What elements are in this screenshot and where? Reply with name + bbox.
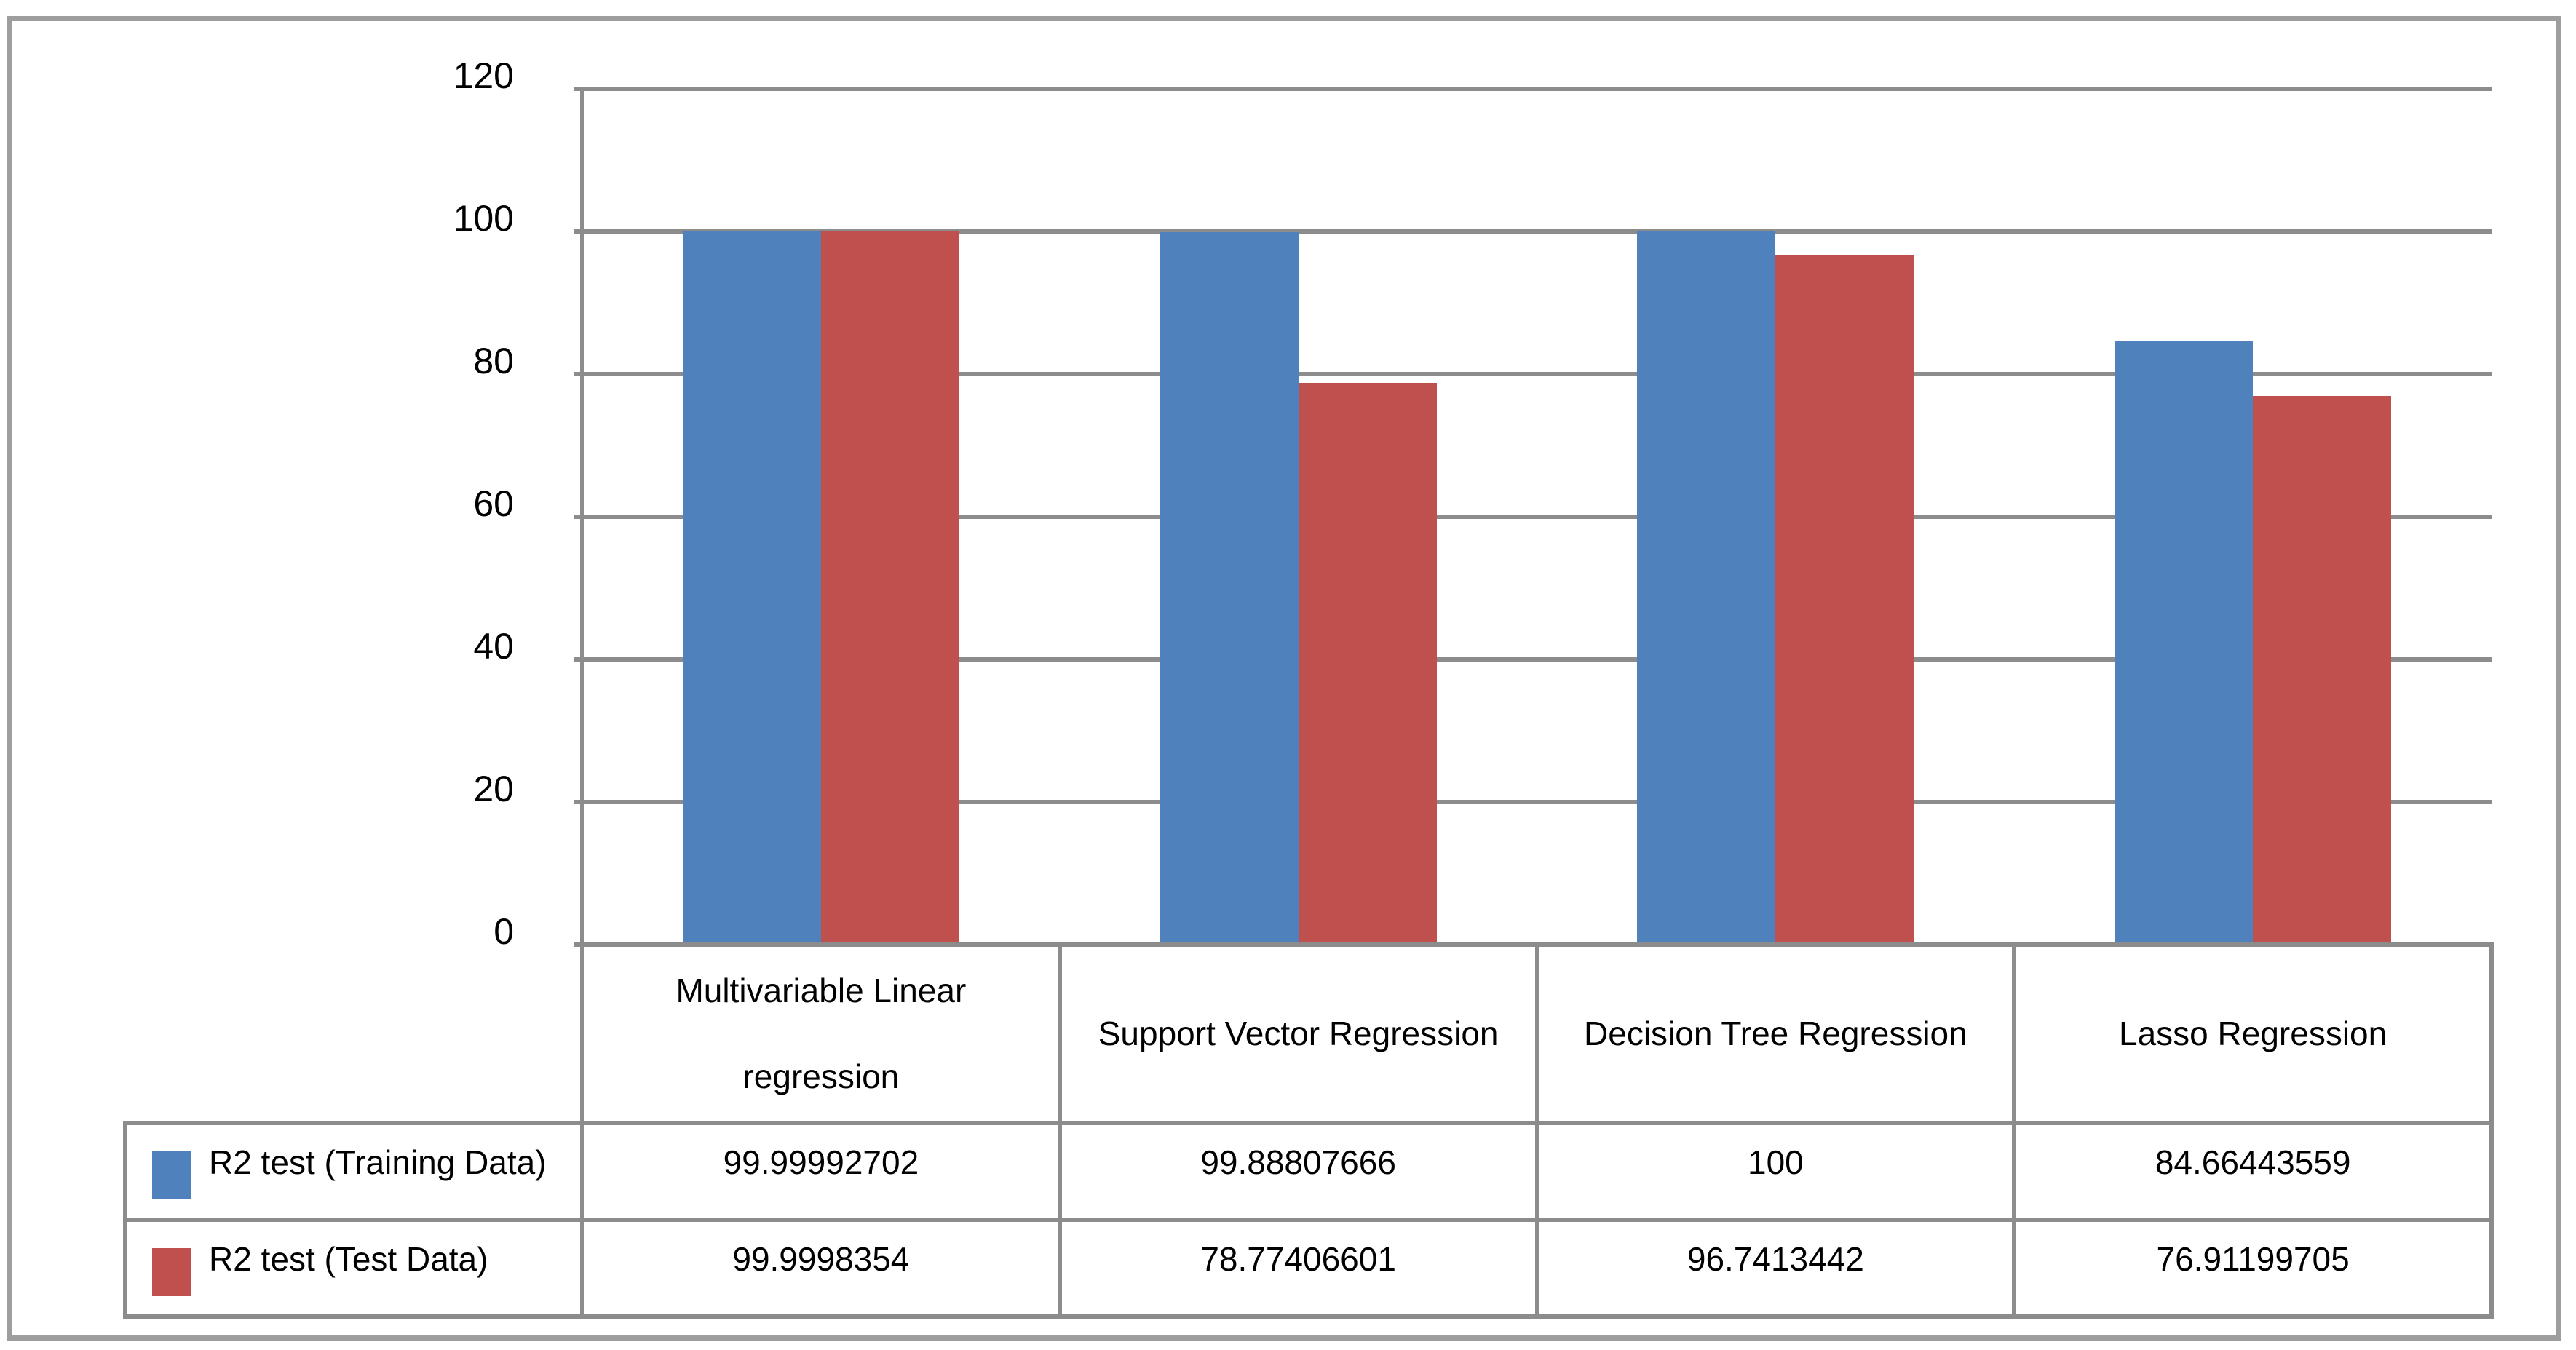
value-cell-series2-cat2: 78.77406601 bbox=[1061, 1222, 1535, 1314]
legend-row-series1: R2 test (Training Data) bbox=[127, 1125, 580, 1218]
data-table: Multivariable Linear regression Support V… bbox=[580, 942, 2494, 1319]
y-axis-tick-label: 40 bbox=[473, 626, 514, 667]
bars-layer bbox=[582, 89, 2492, 945]
bar-series1-cat2 bbox=[1160, 232, 1299, 945]
y-axis-tick-label: 120 bbox=[453, 55, 514, 96]
category-label: Multivariable Linear regression bbox=[584, 947, 1058, 1121]
value-cell-series1-cat2: 99.88807666 bbox=[1061, 1125, 1535, 1218]
gridline-y-60 bbox=[574, 515, 2492, 519]
legend-label: R2 test (Training Data) bbox=[209, 1143, 547, 1181]
bar-group-4 bbox=[2014, 89, 2492, 945]
bar-series1-cat1 bbox=[682, 231, 821, 945]
category-label: Support Vector Regression bbox=[1061, 947, 1535, 1121]
y-axis-tick-label: 80 bbox=[473, 341, 514, 381]
plot-area bbox=[574, 87, 2492, 947]
category-label: Lasso Regression bbox=[2016, 947, 2489, 1121]
legend-label: R2 test (Test Data) bbox=[209, 1240, 488, 1278]
bar-series2-cat4 bbox=[2253, 396, 2392, 945]
legend-table: R2 test (Training Data) R2 test (Test Dat… bbox=[123, 1121, 584, 1319]
bar-series1-cat3 bbox=[1637, 231, 1776, 945]
gridline-y-40 bbox=[574, 657, 2492, 662]
value-cell-series2-cat4: 76.91199705 bbox=[2016, 1222, 2489, 1314]
gridline-y-80 bbox=[574, 372, 2492, 376]
figure-outer-border bbox=[7, 16, 2561, 1341]
y-axis-tick-label: 0 bbox=[494, 911, 514, 952]
value-cell-series2-cat3: 96.7413442 bbox=[1539, 1222, 2013, 1314]
legend-row-series2: R2 test (Test Data) bbox=[127, 1222, 580, 1314]
bar-series2-cat1 bbox=[820, 231, 959, 945]
value-cell-series1-cat4: 84.66443559 bbox=[2016, 1125, 2489, 1218]
value-cell-series2-cat1: 99.9998354 bbox=[584, 1222, 1058, 1314]
y-axis-tick-label: 100 bbox=[453, 198, 514, 239]
gridline-y-120 bbox=[574, 87, 2492, 91]
value-cell-series1-cat1: 99.99992702 bbox=[584, 1125, 1058, 1218]
bar-group-3 bbox=[1537, 89, 2015, 945]
legend-swatch-icon bbox=[152, 1248, 191, 1296]
legend-swatch-icon bbox=[152, 1151, 191, 1199]
gridline-y-100 bbox=[574, 229, 2492, 234]
bar-group-2 bbox=[1060, 89, 1537, 945]
value-cell-series1-cat3: 100 bbox=[1539, 1125, 2013, 1218]
bar-group-1 bbox=[582, 89, 1060, 945]
gridline-y-20 bbox=[574, 800, 2492, 804]
y-axis-tick-label: 60 bbox=[473, 483, 514, 524]
bar-series1-cat4 bbox=[2115, 341, 2254, 945]
category-label: Decision Tree Regression bbox=[1539, 947, 2013, 1121]
y-axis-tick-label: 20 bbox=[473, 769, 514, 809]
bar-series2-cat2 bbox=[1298, 383, 1437, 945]
bar-series2-cat3 bbox=[1775, 254, 1914, 945]
